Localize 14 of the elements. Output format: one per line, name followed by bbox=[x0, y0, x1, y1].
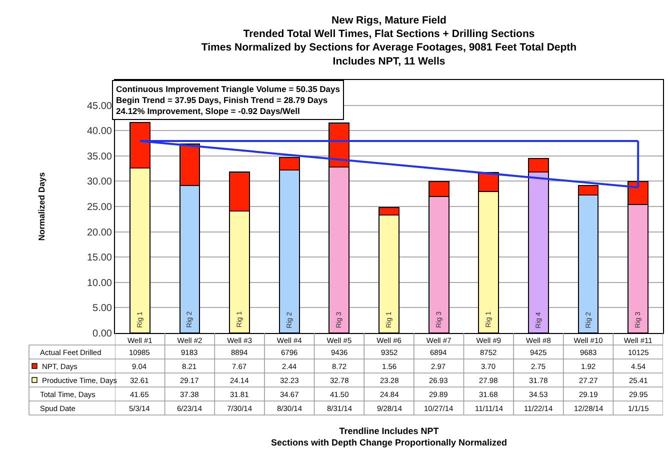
chart-title: New Rigs, Mature Field Trended Total Well Times, Flat Sections + Drilling Sections Times Normalized by Sections for Average Footages, 9081 Feet Total Depth Includes NPT, 11 Wells bbox=[201, 14, 577, 68]
y-tick-label: 35.00 bbox=[86, 151, 112, 162]
y-tick-label: 20.00 bbox=[86, 227, 112, 238]
y-tick-label: 45.00 bbox=[86, 100, 112, 112]
y-tick-label: 40.00 bbox=[86, 126, 112, 138]
y-axis-title: Normalized Days bbox=[36, 172, 46, 241]
text: Trendline Includes NPT Sections with Depth Change Proportionally Normalized bbox=[271, 426, 508, 448]
y-tick-label: 30.00 bbox=[86, 176, 112, 188]
y-tick-label: 10.00 bbox=[86, 278, 112, 289]
y-tick-label: 15.00 bbox=[86, 252, 112, 264]
annotation: Continuous Improvement Triangle Volume = 50.35 Days Begin Trend = 37.95 Days, Finish Trend = 28.79 Days 24.12% Improvement, Slope = -0.92 Days/Well bbox=[116, 84, 340, 116]
y-tick-label: 5.00 bbox=[92, 303, 112, 314]
y-tick-label: 0.00 bbox=[92, 328, 112, 340]
y-tick-label: 25.00 bbox=[86, 202, 112, 213]
